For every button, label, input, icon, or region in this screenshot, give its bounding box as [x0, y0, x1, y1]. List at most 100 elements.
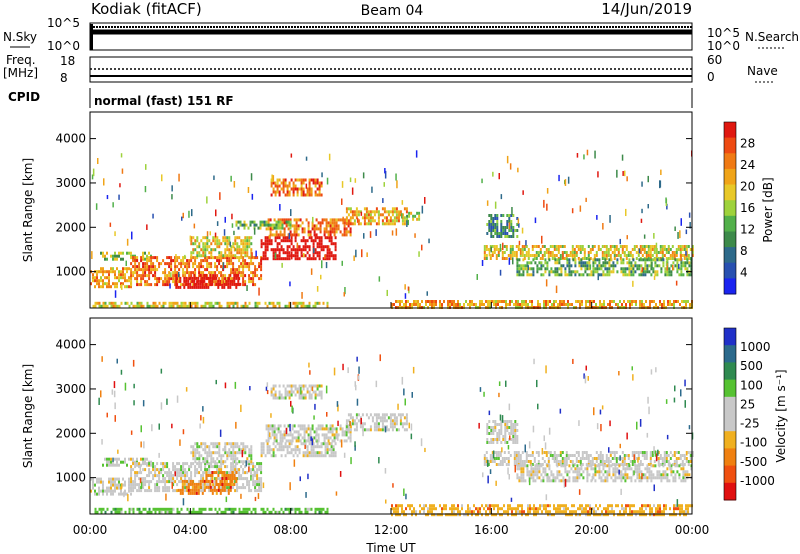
velocity-cell-9: [96, 510, 99, 514]
power-speckle: [109, 222, 112, 227]
power-cell-0: [104, 276, 106, 280]
velocity-cell-3: [197, 485, 200, 489]
power-cell-11: [120, 301, 123, 305]
power-cell-3: [197, 279, 200, 283]
power-cell-14: [566, 261, 569, 265]
power-cell-10: [239, 220, 242, 224]
power-cell-14: [548, 273, 551, 277]
power-cell-13: [551, 251, 554, 254]
power-cell-9: [288, 184, 291, 188]
velocity-cell-10: [673, 513, 675, 517]
velocity-cell-10: [431, 507, 433, 511]
velocity-cell-10: [635, 513, 637, 517]
velocity-cell-2: [156, 462, 159, 466]
velocity-cell-2: [132, 486, 135, 490]
power-cell-2: [136, 271, 139, 275]
power-cell-13: [581, 245, 584, 248]
velocity-cell-9: [130, 507, 133, 511]
power-cell-6: [295, 218, 298, 222]
power-cell-5: [294, 239, 297, 243]
power-cell-14: [672, 261, 675, 265]
power-cell-11: [278, 304, 281, 308]
power-cell-11: [136, 304, 139, 308]
velocity-cell-11: [659, 463, 662, 466]
power-cell-2: [174, 265, 177, 269]
power-cell-9: [314, 178, 317, 182]
velocity-cell-5: [292, 448, 295, 452]
power-cell-13: [495, 254, 498, 257]
velocity-cell-2: [202, 477, 205, 481]
power-cell-6: [293, 230, 296, 234]
velocity-cell-2: [164, 483, 167, 487]
power-cell-14: [578, 273, 581, 277]
velocity-cell-5: [272, 448, 275, 452]
power-cell-5: [294, 257, 297, 261]
power-cell-2: [142, 265, 145, 269]
velocity-cell-10: [541, 510, 543, 514]
velocity-cell-0: [102, 483, 104, 487]
power-cell-5: [272, 257, 275, 261]
power-cell-9: [280, 181, 283, 185]
velocity-cell-1: [110, 463, 112, 467]
power-cell-15: [504, 235, 507, 238]
power-cell-14: [620, 270, 623, 274]
power-cell-12: [399, 303, 401, 306]
power-cell-7: [367, 216, 370, 220]
power-cell-7: [347, 219, 350, 223]
velocity-cell-12: [520, 470, 523, 474]
velocity-cell-4: [242, 448, 245, 452]
velocity-cell-11: [515, 451, 518, 454]
power-cell-0: [102, 267, 104, 271]
velocity-cell-11: [663, 463, 666, 466]
velocity-cell-2: [170, 477, 173, 481]
velocity-cell-10: [681, 510, 683, 514]
velocity-cell-4: [210, 442, 213, 446]
velocity-cell-2: [162, 468, 165, 472]
velocity-cell-5: [262, 448, 265, 452]
power-cell-14: [578, 258, 581, 262]
velocity-cell-2: [138, 462, 141, 466]
power-speckle: [621, 154, 624, 161]
velocity-cell-10: [405, 513, 407, 517]
velocity-cell-4: [218, 448, 221, 452]
velocity-cell-9: [192, 510, 195, 514]
power-cell-2: [166, 274, 169, 278]
velocity-cell-10: [663, 507, 665, 511]
velocity-cell-9: [226, 507, 229, 511]
velocity-cell-5: [330, 445, 333, 449]
power-cell-2: [248, 262, 251, 266]
velocity-cell-4: [244, 445, 247, 449]
velocity-cell-2: [216, 468, 219, 472]
power-speckle: [272, 175, 275, 183]
power-cell-8: [412, 214, 415, 218]
power-cell-12: [555, 300, 557, 303]
velocity-cell-2: [206, 468, 209, 472]
power-speckle: [161, 174, 163, 182]
power-cell-2: [206, 268, 209, 272]
power-cell-11: [190, 304, 193, 308]
power-cell-11: [112, 301, 115, 305]
velocity-cell-10: [673, 504, 675, 508]
power-cell-14: [662, 261, 665, 265]
power-cell-14: [608, 270, 611, 274]
power-cell-4: [236, 248, 239, 252]
power-cell-7: [393, 219, 396, 223]
power-cell-14: [566, 258, 569, 262]
velocity-cell-11: [565, 451, 568, 454]
velocity-cell-11: [561, 457, 564, 460]
power-cell-2: [208, 271, 211, 275]
power-cell-7: [391, 219, 394, 223]
velocity-cell-9: [168, 510, 171, 514]
velocity-cell-2: [248, 489, 251, 493]
power-cell-3: [231, 279, 234, 283]
velocity-cell-10: [403, 510, 405, 514]
velocity-cell-2: [146, 489, 149, 493]
power-cell-6: [343, 224, 346, 228]
velocity-cell-10: [515, 510, 517, 514]
velocity-cell-2: [174, 468, 177, 472]
velocity-cell-10: [565, 513, 567, 517]
power-cell-11: [204, 304, 207, 308]
velocity-cell-10: [517, 504, 519, 508]
power-cell-13: [601, 251, 604, 254]
velocity-cell-11: [543, 451, 546, 454]
